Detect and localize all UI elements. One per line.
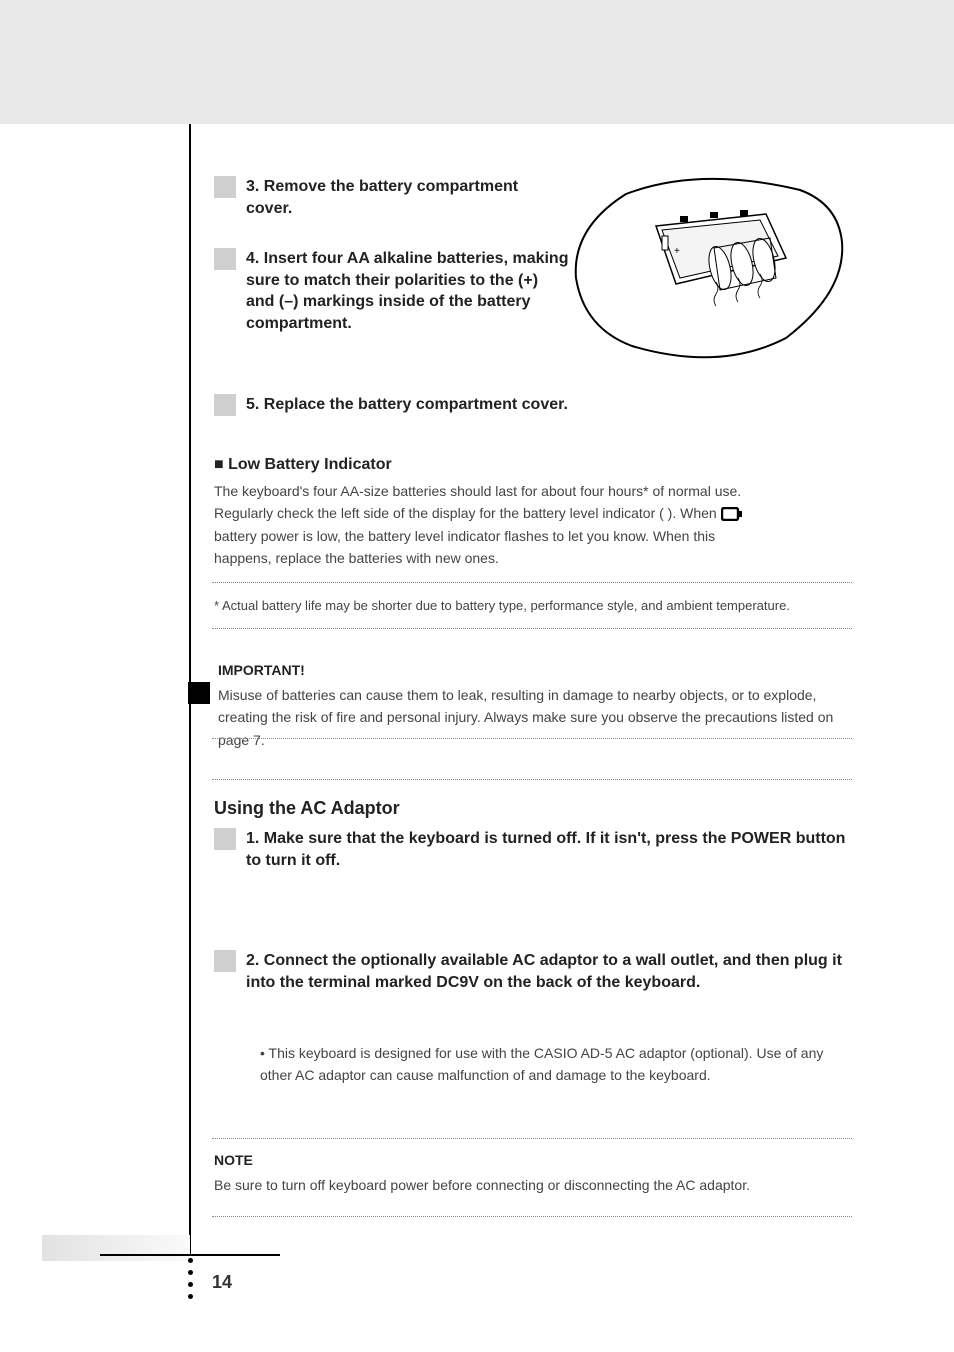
dotted-sep-2 (212, 628, 852, 629)
step-box-5 (214, 394, 236, 416)
adapter-step-2-text-b: • This keyboard is designed for use with… (260, 1042, 850, 1087)
step-4-text-d: compartment. (246, 315, 352, 332)
svg-text:+: + (674, 246, 680, 257)
low-battery-text-b: Regularly check the left side of the dis… (214, 505, 717, 521)
step-4-num: 4 (246, 250, 255, 267)
important-label: IMPORTANT! (218, 662, 305, 678)
step-box-3 (214, 176, 236, 198)
adapter-title: Using the AC Adaptor (214, 798, 400, 819)
step-5-num: 5 (246, 396, 255, 413)
adapter-step-2-text-a: Connect the optionally available AC adap… (246, 952, 842, 991)
low-battery-title: ■ Low Battery Indicator (214, 454, 814, 476)
step-4-text-c: and (–) markings inside of the battery (246, 293, 531, 310)
battery-icon (721, 507, 743, 521)
header-band (0, 0, 954, 124)
battery-compartment-illustration: + (570, 172, 848, 360)
step-3-text: Remove the battery compartment cover. (246, 178, 518, 217)
step-4-text-a: Insert four AA alkaline batteries, makin… (264, 250, 569, 267)
adapter-step-box-1 (214, 828, 236, 850)
footer-dots (188, 1258, 194, 1302)
important-text: Misuse of batteries can cause them to le… (218, 684, 854, 751)
low-battery-text: The keyboard's four AA-size batteries sh… (214, 480, 854, 570)
dotted-sep-4 (212, 779, 852, 780)
important-marker (188, 682, 210, 704)
step-5-text: Replace the battery compartment cover. (264, 396, 568, 413)
note-text: Be sure to turn off keyboard power befor… (214, 1174, 854, 1196)
step-3-num: 3 (246, 178, 255, 195)
adapter-step-2-num: 2 (246, 952, 255, 969)
low-battery-text-a: The keyboard's four AA-size batteries sh… (214, 483, 741, 499)
adapter-step-1-num: 1 (246, 830, 255, 847)
step-4-text-b: sure to match their polarities to the (+… (246, 272, 538, 289)
dotted-sep-6 (212, 1216, 852, 1217)
step-box-4 (214, 248, 236, 270)
page-number: 14 (212, 1272, 232, 1293)
adapter-step-box-2 (214, 950, 236, 972)
adapter-step-1-text: Make sure that the keyboard is turned of… (246, 830, 845, 869)
low-battery-text-d: happens, replace the batteries with new … (214, 550, 499, 566)
low-battery-text-c: battery power is low, the battery level … (214, 528, 715, 544)
dotted-sep-1 (212, 582, 852, 583)
low-battery-footnote: * Actual battery life may be shorter due… (214, 596, 854, 617)
dotted-sep-5 (212, 1138, 852, 1139)
dotted-sep-3 (212, 738, 852, 739)
footer-band (42, 1235, 190, 1261)
note-label: NOTE (214, 1152, 253, 1168)
footer-rule (100, 1254, 280, 1256)
